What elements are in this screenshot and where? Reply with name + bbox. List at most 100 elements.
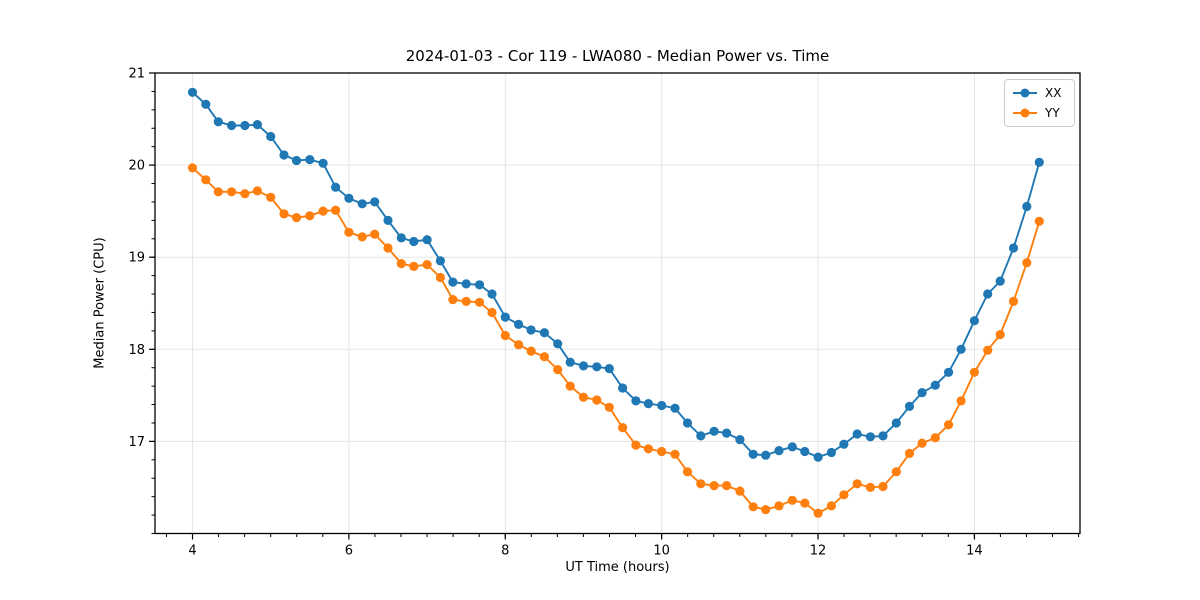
- data-point-xx: [344, 193, 354, 203]
- data-point-xx: [748, 449, 758, 459]
- data-point-xx: [305, 155, 315, 165]
- data-point-xx: [539, 328, 550, 338]
- data-point-xx: [722, 428, 732, 438]
- data-point-xx: [526, 325, 536, 335]
- data-point-xx: [631, 396, 641, 406]
- data-point-xx: [604, 364, 614, 374]
- data-point-yy: [748, 502, 758, 512]
- data-point-yy: [995, 330, 1005, 340]
- x-tick-label: 6: [345, 544, 353, 559]
- y-tick-label: 21: [128, 67, 145, 82]
- legend-item-xx: XX: [1012, 85, 1067, 101]
- data-point-xx: [227, 120, 237, 131]
- x-tick-label: 12: [810, 544, 827, 559]
- series-line-xx: [191, 91, 1041, 459]
- data-point-xx: [813, 452, 823, 462]
- data-point-yy: [318, 206, 328, 216]
- y-axis-label: Median Power (CPU): [92, 237, 108, 369]
- data-point-xx: [852, 429, 862, 439]
- data-point-yy: [305, 211, 315, 221]
- data-point-yy: [891, 467, 901, 477]
- data-point-yy: [956, 396, 966, 406]
- data-point-xx: [422, 235, 432, 245]
- data-point-xx: [331, 182, 341, 192]
- data-point-yy: [201, 175, 211, 185]
- x-tick-label: 8: [501, 544, 509, 559]
- data-point-yy: [331, 205, 341, 215]
- data-point-yy: [500, 330, 510, 341]
- data-point-yy: [787, 495, 797, 505]
- data-point-xx: [409, 236, 419, 247]
- data-point-yy: [357, 232, 367, 242]
- data-point-xx: [774, 446, 784, 456]
- data-point-xx: [291, 155, 302, 166]
- data-point-xx: [357, 199, 367, 209]
- y-tick-label: 18: [128, 343, 145, 358]
- data-point-yy: [878, 481, 888, 492]
- data-point-yy: [448, 295, 458, 305]
- data-point-xx: [201, 99, 211, 109]
- data-point-yy: [526, 346, 536, 356]
- data-point-yy: [487, 307, 497, 318]
- x-tick-label: 10: [653, 544, 670, 559]
- data-point-xx: [983, 289, 993, 299]
- data-point-xx: [709, 426, 719, 436]
- data-point-yy: [370, 229, 380, 239]
- data-point-xx: [800, 446, 810, 457]
- y-tick-label: 17: [128, 435, 145, 450]
- y-tick-label: 19: [128, 251, 145, 266]
- data-point-xx: [735, 435, 745, 445]
- data-point-yy: [291, 213, 302, 223]
- data-point-xx: [865, 432, 876, 442]
- data-point-yy: [944, 420, 954, 430]
- data-point-yy: [643, 444, 654, 454]
- data-point-xx: [370, 197, 380, 207]
- data-point-yy: [553, 365, 563, 375]
- data-point-yy: [1034, 216, 1044, 226]
- data-point-yy: [618, 423, 628, 433]
- data-point-yy: [800, 498, 810, 508]
- data-point-xx: [839, 439, 849, 449]
- data-point-xx: [578, 361, 589, 371]
- data-point-yy: [682, 467, 693, 477]
- data-point-yy: [722, 481, 732, 491]
- data-point-yy: [266, 192, 276, 202]
- data-point-xx: [618, 383, 628, 393]
- data-point-yy: [461, 296, 471, 306]
- data-point-xx: [930, 380, 940, 390]
- data-point-yy: [826, 501, 837, 511]
- data-point-xx: [956, 344, 966, 354]
- data-point-xx: [383, 215, 393, 225]
- data-point-yy: [383, 243, 393, 253]
- data-point-xx: [474, 280, 485, 290]
- data-point-yy: [852, 479, 862, 489]
- data-point-yy: [709, 481, 719, 491]
- data-point-yy: [240, 189, 250, 199]
- data-point-xx: [318, 158, 328, 168]
- y-tick-label: 20: [128, 159, 145, 174]
- data-point-yy: [344, 227, 354, 237]
- data-point-yy: [761, 505, 771, 515]
- data-point-xx: [187, 87, 198, 97]
- data-point-xx: [396, 233, 406, 243]
- data-point-xx: [761, 450, 771, 460]
- data-point-yy: [435, 272, 445, 283]
- data-point-yy: [474, 297, 485, 307]
- data-point-yy: [774, 501, 784, 511]
- data-point-yy: [969, 367, 980, 377]
- data-point-yy: [696, 479, 706, 489]
- x-axis-label: UT Time (hours): [565, 560, 670, 575]
- data-point-xx: [682, 418, 693, 428]
- data-point-xx: [448, 277, 458, 287]
- data-point-yy: [409, 261, 419, 271]
- data-point-yy: [904, 448, 915, 458]
- data-point-yy: [983, 345, 993, 355]
- data-point-yy: [578, 392, 589, 402]
- data-point-yy: [252, 186, 262, 196]
- data-point-yy: [735, 486, 745, 496]
- data-point-xx: [944, 367, 954, 377]
- data-point-xx: [969, 316, 980, 326]
- data-point-yy: [631, 440, 641, 450]
